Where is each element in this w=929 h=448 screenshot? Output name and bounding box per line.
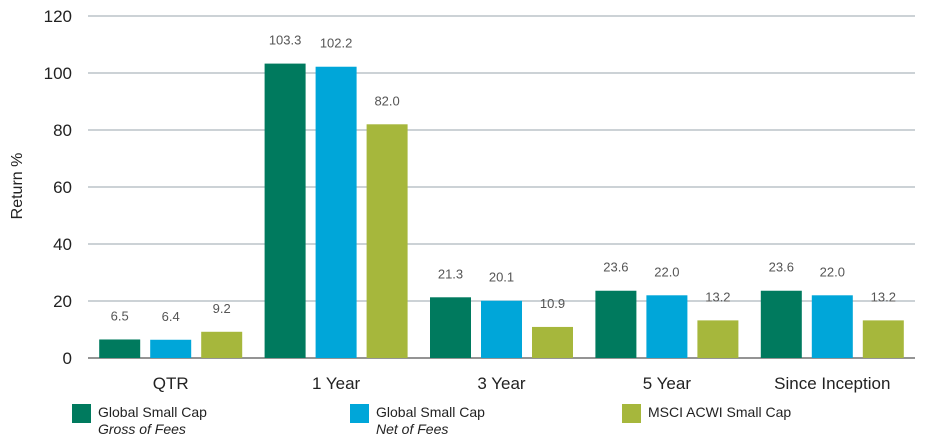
bar-series2-3-year bbox=[481, 300, 522, 358]
legend-swatch bbox=[622, 404, 641, 423]
y-tick-label: 60 bbox=[53, 178, 72, 197]
legend-subtitle: Net of Fees bbox=[376, 421, 449, 437]
category-labels: QTR 1 Year 3 Year 5 Year Since Inception bbox=[153, 374, 891, 393]
bar-series1-qtr bbox=[99, 339, 141, 358]
data-label: 10.9 bbox=[540, 296, 565, 311]
y-tick-label: 40 bbox=[53, 235, 72, 254]
data-label: 22.0 bbox=[654, 264, 679, 279]
y-tick-label: 0 bbox=[63, 349, 72, 368]
legend-name: Global Small Cap bbox=[376, 404, 485, 420]
data-label: 103.3 bbox=[269, 33, 302, 48]
data-label: 6.4 bbox=[162, 309, 180, 324]
bar-series3-qtr bbox=[201, 331, 243, 358]
legend-swatch bbox=[72, 404, 91, 423]
bars bbox=[99, 63, 904, 358]
data-label: 13.2 bbox=[705, 289, 730, 304]
data-label: 20.1 bbox=[489, 270, 514, 285]
legend-item: Global Small Cap Gross of Fees bbox=[72, 404, 207, 438]
y-tick-label: 20 bbox=[53, 292, 72, 311]
legend-item: Global Small Cap Net of Fees bbox=[350, 404, 485, 438]
bar-series2-5-year bbox=[646, 295, 688, 358]
bar-series3-3-year bbox=[532, 326, 573, 358]
bar-series3-5-year bbox=[697, 320, 739, 358]
category-label: QTR bbox=[153, 374, 189, 393]
bar-series1-1-year bbox=[264, 63, 306, 358]
y-tick-label: 120 bbox=[44, 7, 72, 26]
data-label: 22.0 bbox=[820, 264, 845, 279]
y-tick-label: 100 bbox=[44, 64, 72, 83]
legend: Global Small Cap Gross of Fees Global Smal… bbox=[0, 404, 929, 448]
data-label: 6.5 bbox=[111, 308, 129, 323]
y-tick-labels: 0 20 40 60 80 100 120 bbox=[44, 7, 72, 368]
category-label: Since Inception bbox=[774, 374, 890, 393]
legend-name: MSCI ACWI Small Cap bbox=[648, 404, 792, 420]
y-tick-label: 80 bbox=[53, 121, 72, 140]
bar-series1-5-year bbox=[595, 290, 637, 358]
category-label: 5 Year bbox=[643, 374, 692, 393]
data-label: 23.6 bbox=[769, 260, 794, 275]
bar-series2-qtr bbox=[150, 339, 192, 358]
bar-series2-1-year bbox=[315, 66, 357, 358]
bar-series3-1-year bbox=[366, 124, 408, 358]
bar-series1-since-inception bbox=[760, 290, 802, 358]
bar-series2-since-inception bbox=[811, 295, 853, 358]
data-label: 13.2 bbox=[871, 289, 896, 304]
data-label: 9.2 bbox=[213, 301, 231, 316]
data-label: 102.2 bbox=[320, 36, 353, 51]
data-label: 23.6 bbox=[603, 260, 628, 275]
data-label: 82.0 bbox=[374, 93, 399, 108]
legend-item: MSCI ACWI Small Cap bbox=[622, 404, 791, 423]
bar-series1-3-year bbox=[430, 297, 471, 358]
data-labels: 6.5 6.4 9.2 103.3 102.2 82.0 21.3 20.1 10.9 23.6 2… bbox=[111, 33, 896, 324]
data-label: 21.3 bbox=[438, 266, 463, 281]
y-axis-title: Return % bbox=[9, 153, 26, 220]
bar-chart: 0 20 40 60 80 100 120 6.5 6.4 9.2 103.3 102.2 82.0 2… bbox=[9, 7, 915, 393]
legend-swatch bbox=[350, 404, 369, 423]
legend-subtitle: Gross of Fees bbox=[98, 421, 186, 437]
bar-series3-since-inception bbox=[862, 320, 904, 358]
legend-name: Global Small Cap bbox=[98, 404, 207, 420]
category-label: 3 Year bbox=[477, 374, 526, 393]
category-label: 1 Year bbox=[312, 374, 361, 393]
